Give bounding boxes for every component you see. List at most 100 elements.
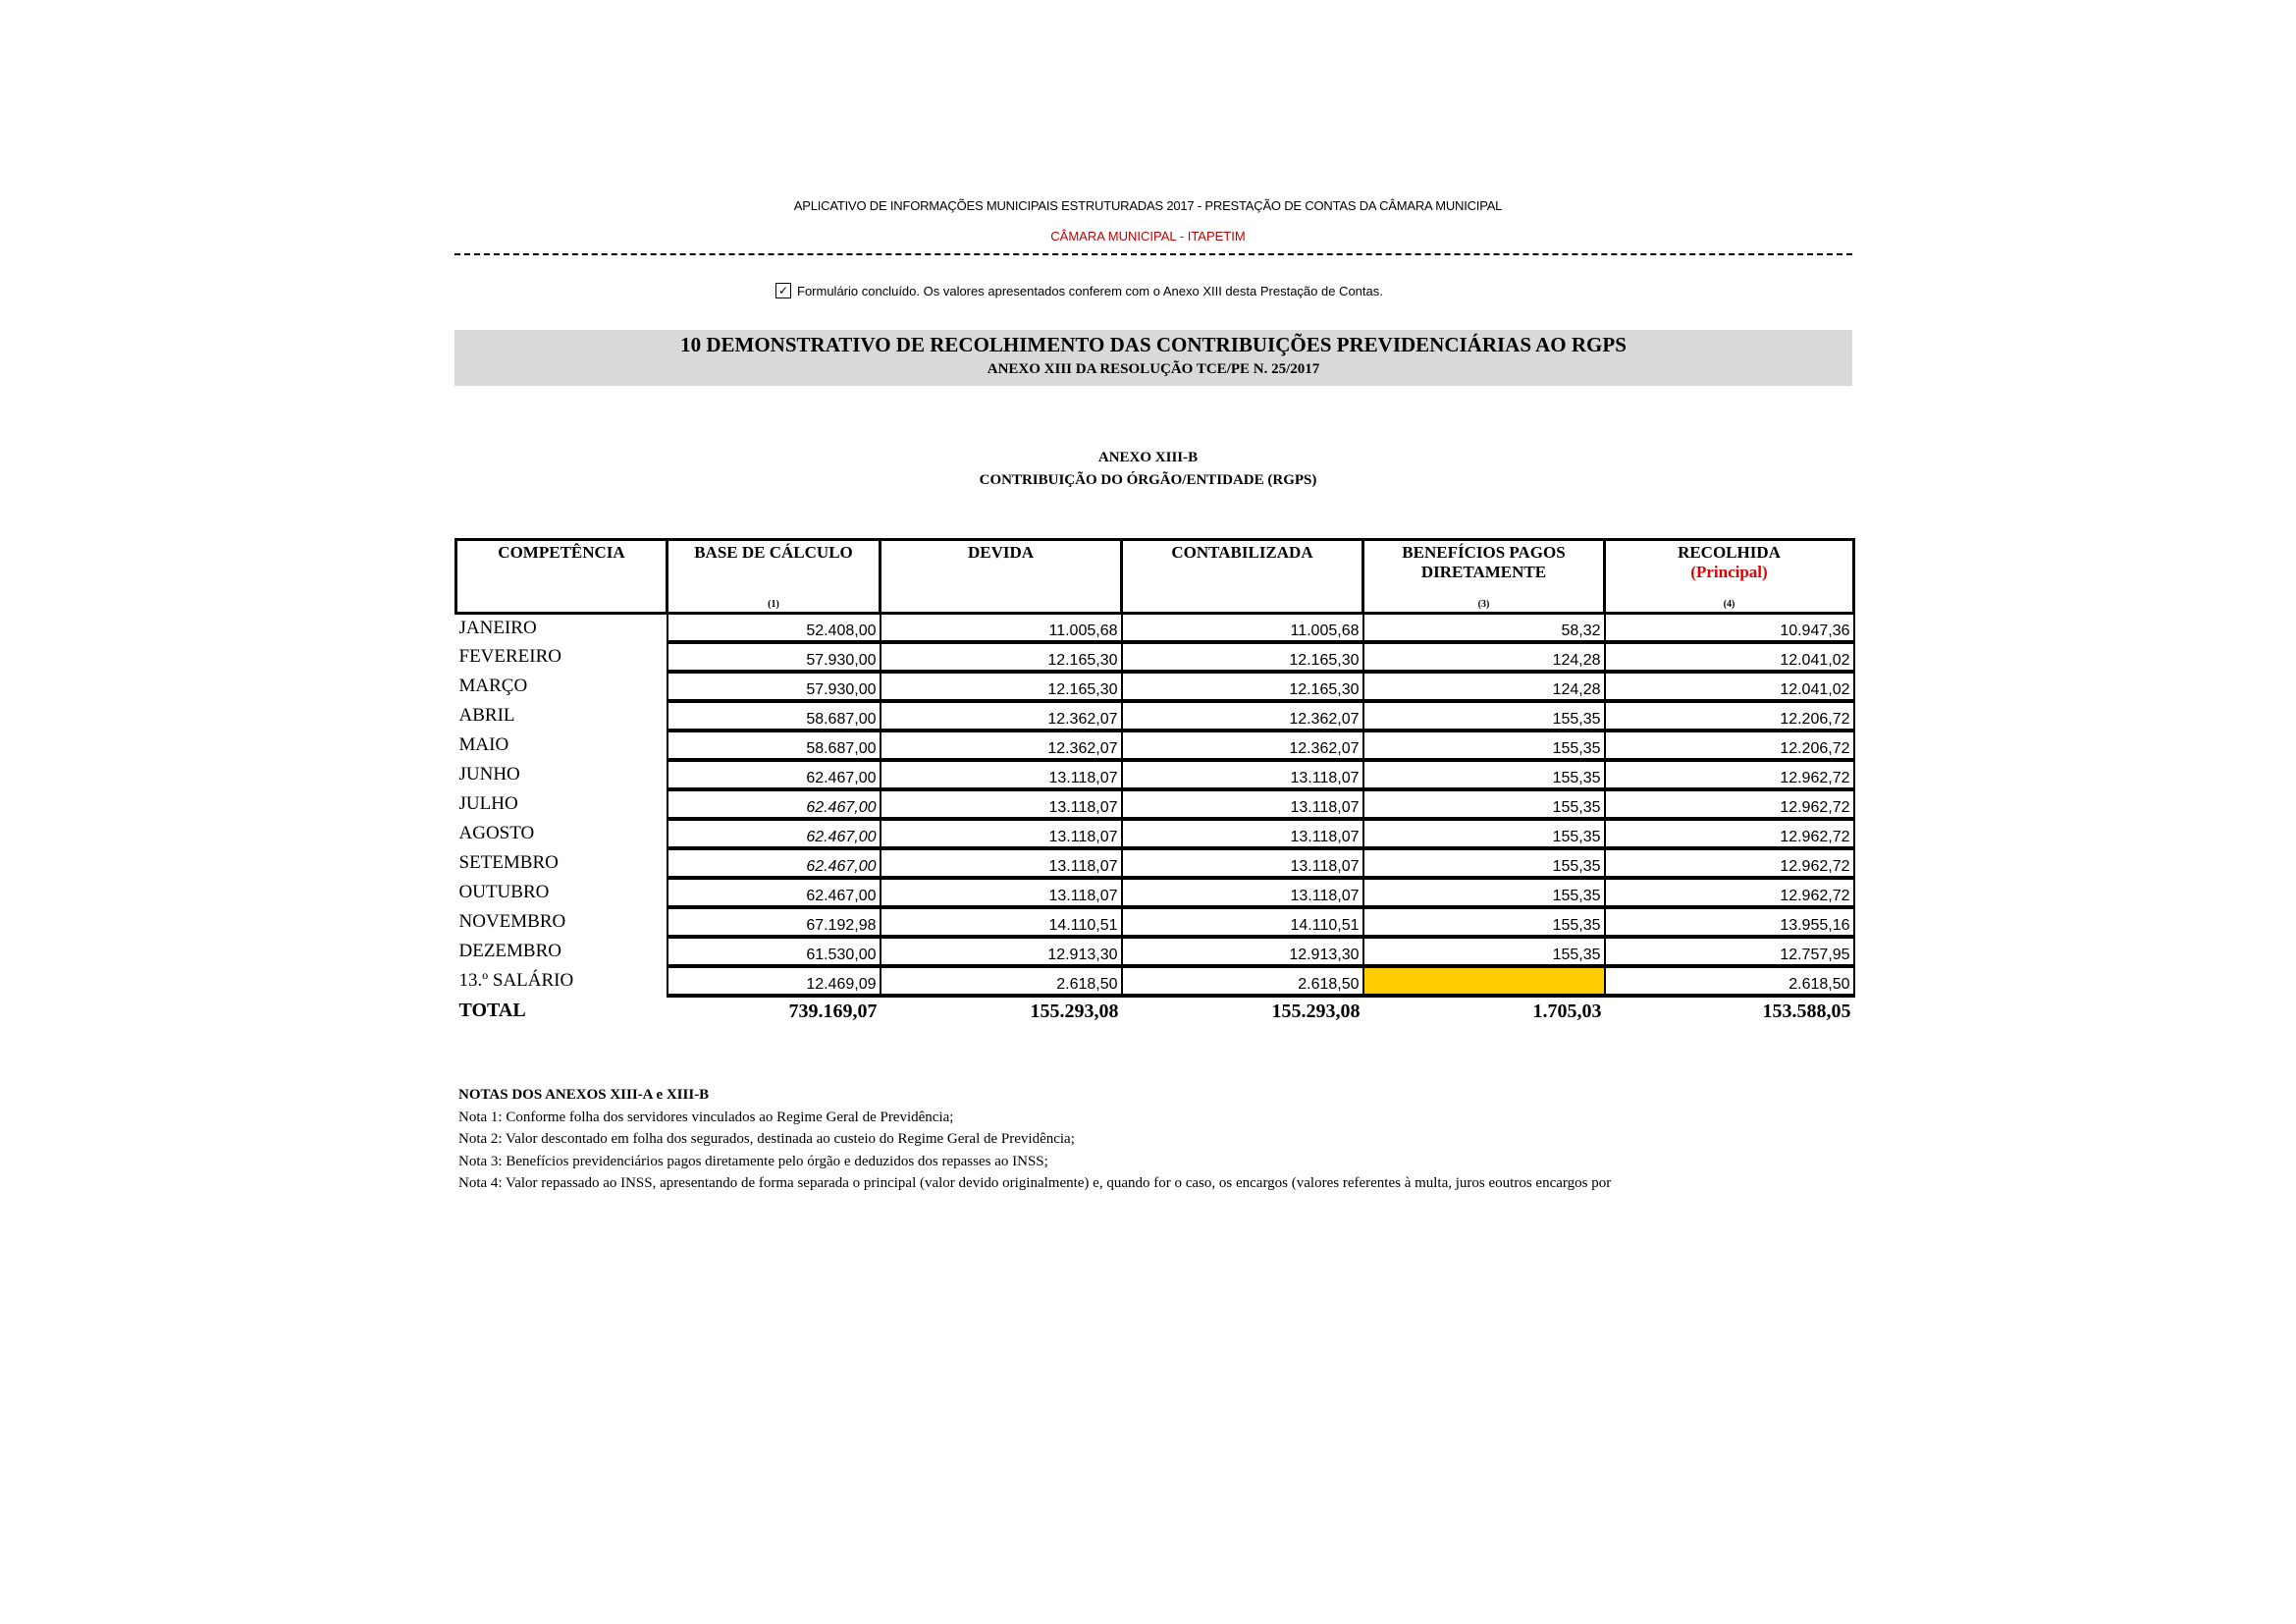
month-cell: SETEMBRO [458, 852, 559, 873]
table-row: NOVEMBRO 67.192,98 14.110,51 14.110,51 155,3… [456, 907, 1855, 939]
value-cell: 57.930,00 [666, 642, 881, 674]
value-cell: 12.206,72 [1603, 701, 1855, 732]
value-cell: 124,28 [1362, 642, 1606, 674]
total-value: 155.293,08 [1271, 1000, 1361, 1022]
value-cell [1362, 966, 1606, 998]
table-row: MARÇO 57.930,00 12.165,30 12.165,30 124,28 12… [456, 672, 1855, 703]
month-cell: NOVEMBRO [458, 911, 566, 932]
month-cell: JANEIRO [458, 618, 537, 638]
month-cell: MARÇO [458, 676, 528, 696]
col-header-devida: DEVIDA [879, 538, 1123, 615]
annex-label: ANEXO XIII-B [1097, 450, 1199, 465]
value-cell: 12.962,72 [1603, 760, 1855, 791]
table-row: JULHO 62.467,00 13.118,07 13.118,07 155,35 12… [456, 789, 1855, 821]
notes-section: NOTAS DOS ANEXOS XIII-A e XIII-B Nota 1:… [458, 1084, 1611, 1195]
value-cell: 155,35 [1362, 937, 1606, 968]
total-row: TOTAL 739.169,07 155.293,08 155.293,08 1.705… [456, 996, 1854, 1025]
value-cell: 12.041,02 [1603, 672, 1855, 703]
table-row: DEZEMBRO 61.530,00 12.913,30 12.913,30 155,3… [456, 937, 1855, 968]
total-value: 739.169,07 [788, 1000, 878, 1022]
month-cell: JUNHO [458, 764, 520, 785]
value-cell: 13.955,16 [1603, 907, 1855, 939]
value-cell: 12.913,30 [1120, 937, 1364, 968]
report-subtitle: ANEXO XIII DA RESOLUÇÃO TCE/PE N. 25/201… [987, 361, 1320, 377]
month-cell: FEVEREIRO [458, 646, 562, 667]
value-cell: 62.467,00 [666, 760, 881, 791]
report-title: 10 DEMONSTRATIVO DE RECOLHIMENTO DAS CON… [680, 333, 1627, 356]
value-cell: 12.362,07 [879, 701, 1123, 732]
value-cell: 62.467,00 [666, 789, 881, 821]
entity-name: CÂMARA MUNICIPAL - ITAPETIM [1050, 229, 1246, 244]
value-cell: 52.408,00 [666, 613, 881, 644]
value-cell: 12.165,30 [879, 642, 1123, 674]
checkbox-checked-icon[interactable]: ✓ [775, 283, 791, 298]
value-cell: 67.192,98 [666, 907, 881, 939]
table-header-row: COMPETÊNCIA BASE DE CÁLCULO (1) DEVIDA CO… [454, 538, 1855, 615]
month-cell: DEZEMBRO [458, 941, 562, 961]
col-header-contabilizada: CONTABILIZADA [1120, 538, 1364, 615]
value-cell: 12.913,30 [879, 937, 1123, 968]
value-cell: 155,35 [1362, 789, 1606, 821]
note-3: Nota 3: Benefícios previdenciários pagos… [458, 1153, 1048, 1169]
table-row: 13.º SALÁRIO 12.469,09 2.618,50 2.618,50 2.6… [456, 966, 1855, 998]
section-title: CONTRIBUIÇÃO DO ÓRGÃO/ENTIDADE (RGPS) [979, 472, 1317, 488]
value-cell: 10.947,36 [1603, 613, 1855, 644]
table-row: OUTUBRO 62.467,00 13.118,07 13.118,07 155,35… [456, 878, 1855, 909]
note-1: Nota 1: Conforme folha dos servidores vi… [458, 1109, 954, 1125]
title-band: 10 DEMONSTRATIVO DE RECOLHIMENTO DAS CON… [454, 330, 1852, 386]
value-cell: 58.687,00 [666, 701, 881, 732]
month-cell: AGOSTO [458, 823, 535, 843]
value-cell: 12.362,07 [1120, 701, 1364, 732]
value-cell: 12.962,72 [1603, 878, 1855, 909]
value-cell: 12.165,30 [1120, 642, 1364, 674]
value-cell: 2.618,50 [1120, 966, 1364, 998]
value-cell: 12.165,30 [879, 672, 1123, 703]
value-cell: 58,32 [1362, 613, 1606, 644]
value-cell: 13.118,07 [1120, 848, 1364, 880]
value-cell: 12.962,72 [1603, 819, 1855, 850]
col-header-competencia: COMPETÊNCIA [454, 538, 668, 615]
table-row: JANEIRO 52.408,00 11.005,68 11.005,68 58,32 1… [456, 613, 1855, 644]
total-value: 155.293,08 [1030, 1000, 1119, 1022]
value-cell: 11.005,68 [1120, 613, 1364, 644]
table-row: MAIO 58.687,00 12.362,07 12.362,07 155,35 12.… [456, 731, 1855, 762]
value-cell: 155,35 [1362, 819, 1606, 850]
value-cell: 12.041,02 [1603, 642, 1855, 674]
table-row: JUNHO 62.467,00 13.118,07 13.118,07 155,35 12… [456, 760, 1855, 791]
checkbox-label: Formulário concluído. Os valores apresen… [797, 283, 1383, 298]
col-header-beneficios: BENEFÍCIOS PAGOS DIRETAMENTE (3) [1362, 538, 1606, 615]
value-cell: 155,35 [1362, 760, 1606, 791]
contributions-table: COMPETÊNCIA BASE DE CÁLCULO (1) DEVIDA CO… [454, 538, 1855, 1025]
value-cell: 2.618,50 [1603, 966, 1855, 998]
total-label: TOTAL [458, 999, 526, 1021]
value-cell: 13.118,07 [879, 848, 1123, 880]
value-cell: 13.118,07 [1120, 760, 1364, 791]
note-2: Nota 2: Valor descontado em folha dos se… [458, 1131, 1075, 1147]
value-cell: 13.118,07 [879, 789, 1123, 821]
value-cell: 12.362,07 [1120, 731, 1364, 762]
month-cell: OUTUBRO [458, 882, 550, 902]
value-cell: 155,35 [1362, 701, 1606, 732]
value-cell: 14.110,51 [1120, 907, 1364, 939]
col-header-base: BASE DE CÁLCULO (1) [666, 538, 881, 615]
total-value: 153.588,05 [1762, 1000, 1851, 1022]
value-cell: 124,28 [1362, 672, 1606, 703]
completion-checkbox-row[interactable]: ✓ Formulário concluído. Os valores apres… [775, 283, 1383, 298]
value-cell: 11.005,68 [879, 613, 1123, 644]
month-cell: 13.º SALÁRIO [458, 970, 574, 991]
value-cell: 12.165,30 [1120, 672, 1364, 703]
month-cell: ABRIL [458, 705, 515, 726]
value-cell: 58.687,00 [666, 731, 881, 762]
value-cell: 155,35 [1362, 907, 1606, 939]
value-cell: 12.757,95 [1603, 937, 1855, 968]
value-cell: 2.618,50 [879, 966, 1123, 998]
value-cell: 13.118,07 [1120, 878, 1364, 909]
table-row: AGOSTO 62.467,00 13.118,07 13.118,07 155,35 1… [456, 819, 1855, 850]
col-header-recolhida: RECOLHIDA (Principal) (4) [1603, 538, 1855, 615]
value-cell: 155,35 [1362, 731, 1606, 762]
table-row: ABRIL 58.687,00 12.362,07 12.362,07 155,35 12… [456, 701, 1855, 732]
value-cell: 61.530,00 [666, 937, 881, 968]
value-cell: 13.118,07 [1120, 789, 1364, 821]
value-cell: 155,35 [1362, 878, 1606, 909]
dashed-divider [454, 253, 1852, 255]
